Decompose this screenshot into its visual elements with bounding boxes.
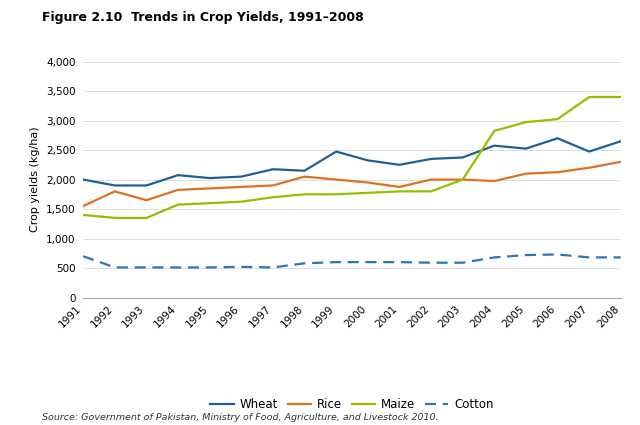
Wheat	[79, 177, 87, 182]
Line: Maize: Maize	[83, 97, 621, 218]
Cotton	[364, 260, 372, 265]
Maize	[554, 116, 561, 122]
Rice	[396, 184, 403, 190]
Wheat	[490, 143, 498, 148]
Rice	[174, 187, 182, 193]
Maize	[79, 212, 87, 218]
Cotton	[554, 252, 561, 257]
Maize	[364, 190, 372, 196]
Wheat	[206, 176, 214, 181]
Cotton	[522, 252, 530, 258]
Wheat	[396, 162, 403, 167]
Line: Rice: Rice	[83, 162, 621, 206]
Rice	[111, 189, 118, 194]
Rice	[79, 204, 87, 209]
Rice	[459, 177, 467, 182]
Rice	[269, 183, 276, 188]
Maize	[490, 128, 498, 133]
Wheat	[143, 183, 150, 188]
Wheat	[617, 139, 625, 144]
Wheat	[174, 173, 182, 178]
Rice	[617, 159, 625, 164]
Cotton	[174, 265, 182, 270]
Cotton	[143, 265, 150, 270]
Wheat	[554, 136, 561, 141]
Cotton	[586, 255, 593, 260]
Maize	[396, 189, 403, 194]
Maize	[332, 192, 340, 197]
Wheat	[301, 168, 308, 173]
Wheat	[428, 156, 435, 162]
Wheat	[586, 149, 593, 154]
Maize	[174, 202, 182, 207]
Cotton	[111, 265, 118, 270]
Rice	[143, 198, 150, 203]
Cotton	[269, 265, 276, 270]
Cotton	[301, 261, 308, 266]
Rice	[364, 180, 372, 185]
Maize	[459, 177, 467, 182]
Line: Wheat: Wheat	[83, 138, 621, 185]
Maize	[143, 215, 150, 221]
Maize	[617, 94, 625, 99]
Wheat	[459, 155, 467, 160]
Wheat	[237, 174, 245, 179]
Cotton	[79, 254, 87, 259]
Cotton	[396, 260, 403, 265]
Cotton	[459, 260, 467, 265]
Legend: Wheat, Rice, Maize, Cotton: Wheat, Rice, Maize, Cotton	[205, 393, 499, 416]
Rice	[586, 165, 593, 170]
Cotton	[490, 255, 498, 260]
Maize	[111, 215, 118, 221]
Maize	[428, 189, 435, 194]
Maize	[237, 199, 245, 204]
Rice	[332, 177, 340, 182]
Rice	[301, 174, 308, 179]
Maize	[301, 192, 308, 197]
Y-axis label: Crop yields (kg/ha): Crop yields (kg/ha)	[30, 127, 40, 232]
Cotton	[428, 260, 435, 265]
Maize	[522, 119, 530, 125]
Wheat	[111, 183, 118, 188]
Rice	[490, 178, 498, 184]
Rice	[522, 171, 530, 176]
Wheat	[332, 149, 340, 154]
Wheat	[364, 158, 372, 163]
Rice	[237, 184, 245, 190]
Maize	[586, 94, 593, 99]
Maize	[206, 201, 214, 206]
Text: Source: Government of Pakistan, Ministry of Food, Agriculture, and Livestock 201: Source: Government of Pakistan, Ministry…	[42, 413, 438, 422]
Wheat	[522, 146, 530, 151]
Maize	[269, 195, 276, 200]
Line: Cotton: Cotton	[83, 255, 621, 267]
Cotton	[617, 255, 625, 260]
Cotton	[206, 265, 214, 270]
Wheat	[269, 167, 276, 172]
Rice	[206, 186, 214, 191]
Rice	[428, 177, 435, 182]
Cotton	[237, 264, 245, 269]
Cotton	[332, 260, 340, 265]
Text: Figure 2.10  Trends in Crop Yields, 1991–2008: Figure 2.10 Trends in Crop Yields, 1991–…	[42, 11, 364, 24]
Rice	[554, 170, 561, 175]
